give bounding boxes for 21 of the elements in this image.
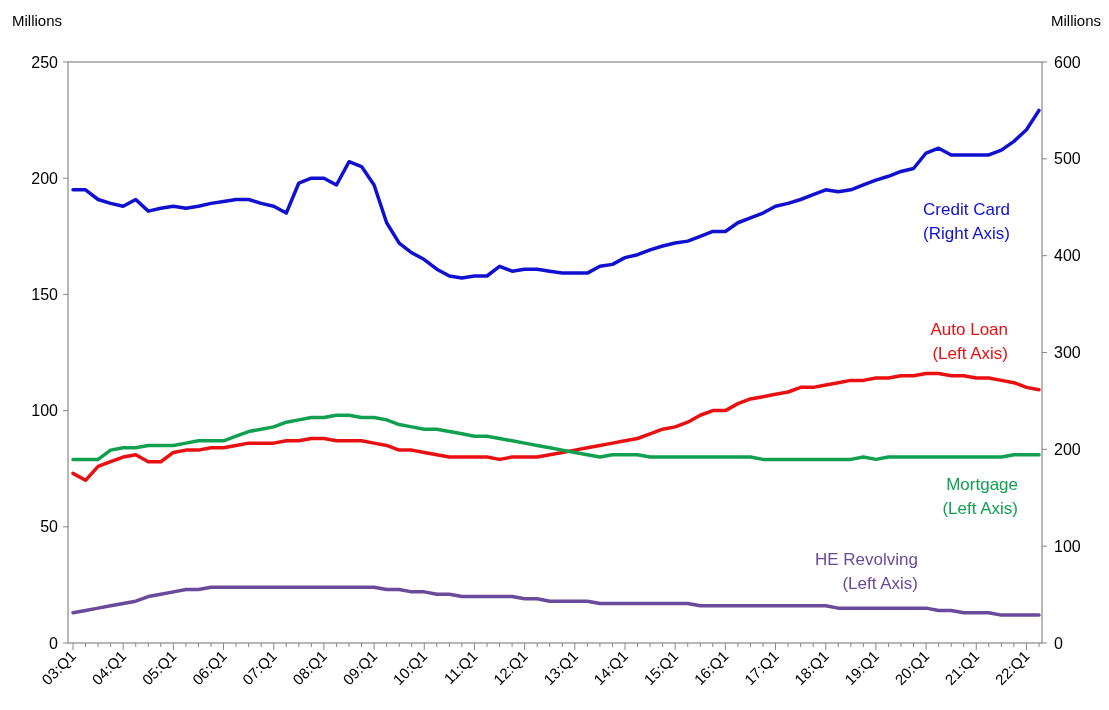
y2-tick-label: 300 (1054, 344, 1081, 362)
y2-tick-label: 500 (1054, 150, 1081, 168)
y2-tick-label: 100 (1054, 537, 1081, 555)
series-label: Credit Card (Right Axis) (923, 200, 1010, 243)
y2-tick-label: 0 (1054, 634, 1063, 652)
y2-tick-label: 200 (1054, 440, 1081, 458)
y-tick-label: 250 (31, 53, 59, 71)
y-axis-title: Millions (12, 12, 63, 29)
y-tick-label: 0 (49, 634, 59, 652)
y-tick-label: 150 (31, 286, 59, 303)
y2-tick-label: 400 (1054, 247, 1081, 265)
series-label: Auto Loan (Left Axis) (930, 320, 1008, 363)
line-series (71, 413, 1041, 462)
line-series (71, 108, 1041, 280)
series-label: HE Revolving (Left Axis) (815, 550, 918, 593)
y2-axis-title: Millions (1050, 12, 1101, 29)
y2-tick-label: 600 (1054, 53, 1081, 71)
y-tick-label: 100 (31, 402, 59, 420)
y-tick-label: 200 (31, 169, 59, 187)
y-tick-label: 50 (40, 518, 59, 536)
series-label: Mortgage (Left Axis) (942, 475, 1018, 518)
